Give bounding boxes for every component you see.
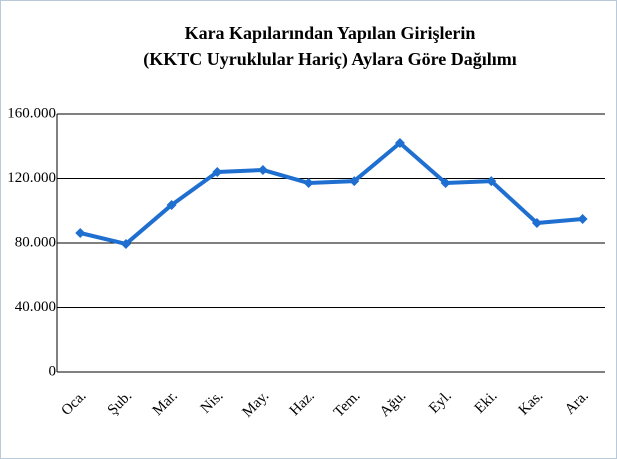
marker	[166, 199, 177, 210]
marker	[212, 167, 223, 178]
marker	[303, 178, 314, 189]
marker	[577, 213, 588, 224]
y-tick-label: 120.000	[7, 170, 56, 186]
marker	[394, 138, 405, 149]
marker	[531, 218, 542, 229]
chart-title: (KKTC Uyruklular Hariç) Aylara Göre Dağı…	[143, 49, 516, 70]
y-tick-label: 40.000	[15, 299, 56, 315]
chart-title: Kara Kapılarından Yapılan Girişlerin	[185, 23, 476, 43]
marker	[440, 178, 451, 189]
y-tick-label: 160.000	[7, 105, 56, 121]
y-tick-label: 80.000	[15, 234, 56, 250]
marker	[257, 164, 268, 175]
marker	[349, 176, 360, 187]
y-tick-label: 0	[49, 363, 57, 379]
marker	[75, 228, 86, 239]
line	[79, 141, 583, 246]
marker	[486, 176, 497, 187]
marker	[120, 238, 131, 249]
